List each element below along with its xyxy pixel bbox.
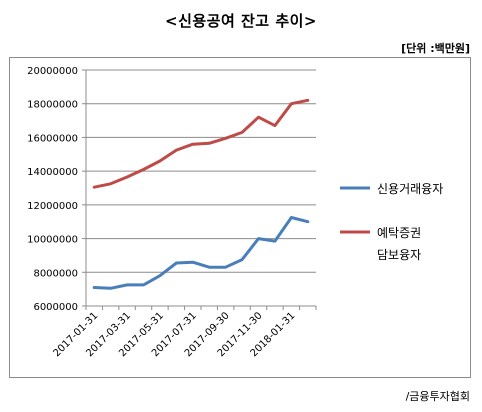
y-tick-label: 20000000: [27, 66, 78, 77]
y-axis-tick-labels: 20000000 18000000 16000000 14000000 12000000…: [27, 66, 78, 313]
legend-label: 예탁증권: [377, 226, 421, 240]
y-tick-label: 6000000: [33, 302, 78, 313]
y-tick-label: 8000000: [33, 268, 78, 279]
chart-frame: [9, 57, 471, 378]
series-line-securities-collateral-loans: [92, 98, 310, 189]
legend-label: 담보융자: [377, 248, 421, 262]
y-tick-label: 16000000: [27, 133, 78, 144]
chart-title: <신용공여 잔고 추이>: [165, 12, 317, 30]
gridlines: [82, 69, 317, 310]
unit-label: [단위 :백만원]: [401, 42, 470, 55]
x-axis-tick-labels: 2017-01-312017-03-312017-05-312017-07-31…: [51, 310, 297, 359]
y-tick-label: 10000000: [27, 235, 78, 246]
legend-label: 신용거래융자: [377, 182, 443, 196]
y-tick-label: 12000000: [27, 201, 78, 212]
y-tick-label: 18000000: [27, 100, 78, 111]
series-line-credit-loans: [92, 216, 310, 290]
y-tick-label: 14000000: [27, 167, 78, 178]
source-label: /금융투자협회: [405, 390, 470, 403]
series-lines: [92, 98, 310, 290]
